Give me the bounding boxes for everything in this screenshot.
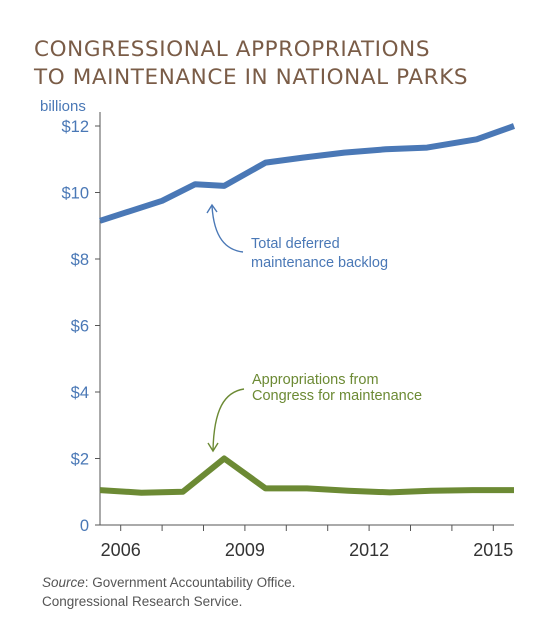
y-tick-label: $6 [71, 318, 89, 336]
y-axis-ticks: 0 $2 $4 $6 $8 $10 $12 [61, 118, 100, 535]
y-tick-label: $10 [61, 185, 89, 203]
x-tick-label: 2015 [473, 540, 513, 560]
backlog-annotation: Total deferred maintenance backlog [206, 203, 388, 271]
y-tick-label: 0 [80, 517, 89, 535]
backlog-series-line [99, 123, 516, 224]
backlog-series-label-line-2: maintenance backlog [251, 255, 388, 271]
backlog-callout-arrow [211, 205, 244, 253]
y-tick-label: $2 [71, 451, 89, 469]
backlog-callout-arrowhead [206, 203, 218, 214]
source-line-1-text: : Government Accountability Office. [84, 575, 296, 590]
x-tick-label: 2012 [349, 540, 389, 560]
appropriations-series-label-line-1: Appropriations from [252, 372, 379, 388]
source-line-1: Source: Government Accountability Office… [42, 573, 295, 592]
source-label: Source [42, 575, 85, 590]
chart-title-line-2: TO MAINTENANCE IN NATIONAL PARKS [34, 65, 469, 90]
y-tick-label: $12 [61, 118, 89, 136]
x-tick-label: 2009 [225, 540, 265, 560]
source-note: Source: Government Accountability Office… [42, 573, 295, 611]
appropriations-series-label-line-2: Congress for maintenance [252, 388, 422, 404]
series-layer [99, 123, 516, 496]
source-line-2: Congressional Research Service. [42, 594, 243, 609]
x-axis-ticks: 2006 2009 2012 2015 [101, 525, 513, 560]
y-axis: billions 0 $2 $4 $6 $8 $10 $12 [40, 98, 101, 535]
y-tick-label: $8 [71, 251, 89, 269]
appropriations-callout-arrowhead [207, 442, 219, 453]
chart-title: CONGRESSIONAL APPROPRIATIONS TO MAINTENA… [34, 36, 534, 92]
appropriations-series-line [99, 455, 514, 496]
appropriations-callout-arrow [212, 388, 245, 451]
x-axis: 2006 2009 2012 2015 [100, 524, 514, 560]
appropriations-annotation: Appropriations from Congress for mainten… [207, 372, 422, 453]
y-axis-unit-label: billions [40, 98, 86, 115]
chart-title-line-1: CONGRESSIONAL APPROPRIATIONS [34, 37, 431, 62]
y-tick-label: $4 [71, 384, 89, 402]
x-tick-label: 2006 [101, 540, 141, 560]
backlog-series-label-line-1: Total deferred [251, 236, 340, 252]
